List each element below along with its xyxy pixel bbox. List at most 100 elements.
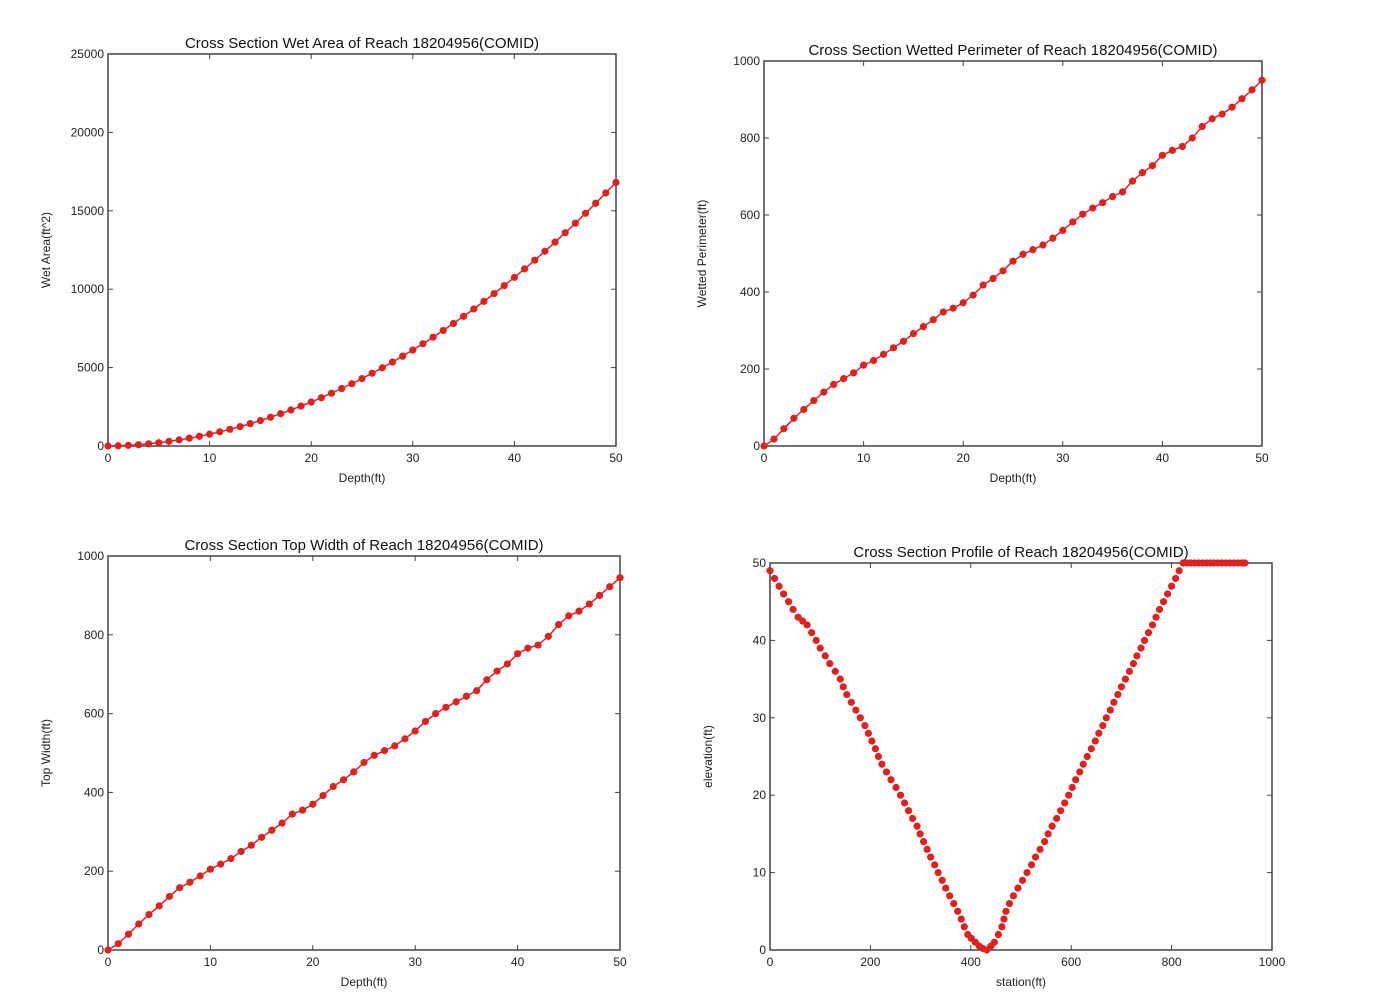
data-point — [155, 439, 163, 447]
profile-chart: Cross Section Profile of Reach 18204956(… — [701, 544, 1286, 989]
data-point — [1148, 621, 1157, 629]
y-axis-label: Wet Area(ft^2) — [39, 212, 53, 288]
data-marks — [104, 178, 620, 450]
data-point — [826, 660, 834, 668]
data-point — [268, 826, 276, 834]
data-point — [790, 414, 798, 422]
data-point — [923, 845, 931, 853]
y-axis-label: Wetted Perimeter(ft) — [695, 200, 709, 308]
x-tick-label: 400 — [961, 955, 981, 969]
data-point — [401, 735, 409, 743]
data-point — [1057, 807, 1065, 815]
data-point — [879, 350, 888, 358]
data-point — [317, 394, 325, 402]
data-point — [913, 822, 921, 830]
data-point — [227, 854, 235, 863]
data-point — [114, 940, 122, 948]
y-tick-label: 5000 — [77, 361, 104, 375]
x-tick-label: 30 — [409, 955, 423, 969]
data-point — [821, 652, 829, 660]
data-point — [899, 337, 908, 345]
data-point — [1109, 192, 1117, 201]
data-point — [514, 650, 522, 658]
data-point — [1178, 142, 1186, 151]
data-point — [1031, 853, 1040, 861]
data-point — [874, 752, 883, 761]
data-point — [206, 865, 214, 873]
data-point — [864, 729, 872, 737]
data-point — [595, 591, 604, 600]
data-point — [1198, 122, 1206, 131]
data-point — [1019, 250, 1027, 258]
data-point — [1087, 745, 1095, 753]
data-point — [196, 872, 204, 880]
data-point — [852, 706, 860, 714]
data-point — [226, 425, 234, 433]
x-tick-label: 0 — [767, 955, 774, 969]
y-tick-label: 15000 — [71, 204, 105, 218]
y-tick-label: 10 — [753, 866, 767, 880]
data-point — [247, 841, 255, 849]
data-point — [575, 607, 583, 615]
data-point — [878, 760, 886, 768]
data-point — [938, 876, 946, 884]
data-point — [1117, 683, 1125, 691]
data-point — [544, 632, 552, 640]
data-point — [1072, 776, 1080, 784]
x-tick-label: 10 — [203, 451, 217, 465]
data-point — [850, 369, 858, 377]
data-point — [1133, 652, 1141, 660]
y-axis-label: elevation(ft) — [701, 725, 715, 788]
data-point — [1102, 714, 1110, 722]
x-tick-label: 1000 — [1259, 955, 1286, 969]
data-point — [1009, 892, 1018, 900]
data-point — [571, 219, 579, 227]
data-point — [760, 442, 768, 450]
x-tick-label: 600 — [1061, 955, 1081, 969]
data-point — [581, 209, 590, 217]
data-point — [429, 333, 437, 341]
data-point — [1128, 177, 1137, 185]
data-point — [338, 384, 346, 393]
data-point — [908, 814, 917, 823]
data-point — [836, 675, 844, 683]
data-point — [990, 938, 998, 946]
y-tick-label: 20 — [753, 788, 767, 802]
data-point — [350, 768, 358, 776]
y-tick-label: 25000 — [71, 47, 105, 61]
data-point — [1188, 134, 1196, 142]
data-point — [770, 574, 779, 583]
x-tick-label: 200 — [860, 955, 880, 969]
data-point — [1114, 690, 1122, 699]
data-point — [114, 442, 122, 450]
data-point — [483, 676, 491, 684]
data-point — [1049, 234, 1057, 242]
data-point — [186, 878, 194, 886]
data-point — [348, 380, 356, 388]
data-point — [216, 428, 224, 436]
data-point — [165, 437, 173, 445]
data-point — [1059, 226, 1067, 234]
data-point — [766, 567, 774, 575]
data-point — [409, 346, 417, 354]
data-point — [779, 590, 788, 598]
data-point — [861, 721, 869, 730]
data-point — [134, 441, 143, 449]
data-point — [104, 946, 112, 954]
data-point — [309, 800, 317, 808]
data-point — [1002, 907, 1010, 915]
data-point — [391, 742, 399, 750]
data-point — [175, 436, 183, 444]
data-point — [237, 847, 245, 856]
data-point — [541, 247, 549, 255]
data-point — [1053, 814, 1061, 823]
data-point — [1168, 146, 1176, 154]
data-point — [388, 358, 397, 366]
top-width-chart: Cross Section Top Width of Reach 1820495… — [39, 537, 627, 989]
x-axis-label: Depth(ft) — [990, 471, 1037, 485]
data-point — [503, 660, 511, 668]
x-tick-label: 40 — [508, 451, 522, 465]
data-point — [561, 229, 569, 237]
data-point — [1039, 241, 1047, 249]
data-point — [439, 326, 447, 335]
